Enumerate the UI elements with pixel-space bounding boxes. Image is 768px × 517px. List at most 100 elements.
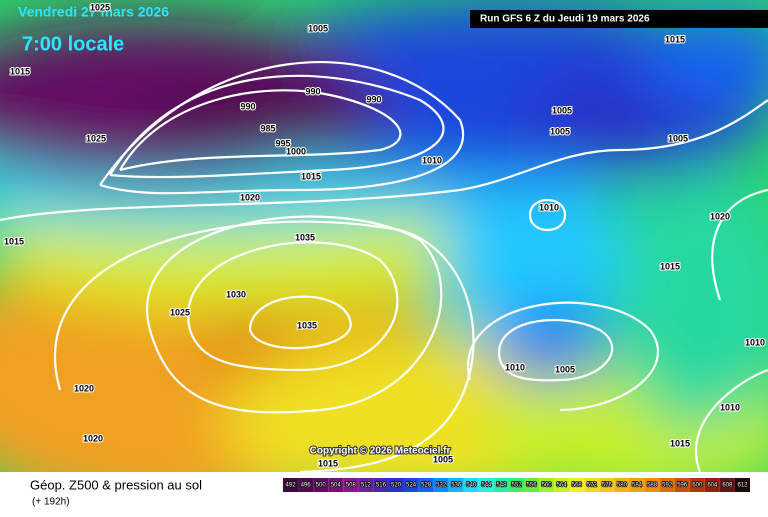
scale-swatch bbox=[674, 478, 690, 492]
scale-swatch bbox=[584, 478, 600, 492]
scale-label: 584 bbox=[632, 483, 643, 489]
scale-swatch bbox=[689, 478, 705, 492]
scale-swatch bbox=[554, 478, 570, 492]
scale-swatch bbox=[508, 478, 525, 492]
isobar-label: 1035 bbox=[295, 232, 315, 242]
isobar-label: 1030 bbox=[226, 289, 246, 299]
isobar-label: 1005 bbox=[555, 364, 575, 374]
isobar-label: 1010 bbox=[539, 202, 559, 212]
isobar-label: 1010 bbox=[505, 362, 525, 372]
scale-swatch bbox=[328, 478, 344, 492]
isobars bbox=[0, 61, 768, 472]
scale-swatch bbox=[659, 478, 675, 492]
scale-label: 508 bbox=[346, 483, 357, 489]
scale-label: 604 bbox=[707, 483, 718, 489]
run-box bbox=[470, 10, 768, 28]
scale-label: 556 bbox=[527, 483, 538, 489]
scale-swatch bbox=[478, 478, 494, 492]
scale-label: 524 bbox=[406, 483, 417, 489]
scale-swatch bbox=[644, 478, 660, 492]
color-scale: 492 496 500 504 508 512 516 520 524 528 532 536 540 5… bbox=[283, 478, 750, 492]
scale-label: 564 bbox=[557, 483, 568, 489]
copyright: Copyright © 2026 Meteociel.fr bbox=[310, 446, 451, 457]
scale-label: 504 bbox=[331, 483, 342, 489]
scale-label: 572 bbox=[587, 483, 598, 489]
isobar-label: 1015 bbox=[670, 438, 690, 448]
scale-swatch bbox=[629, 478, 645, 492]
isobar-label: 1020 bbox=[74, 383, 94, 393]
scale-label: 520 bbox=[391, 483, 402, 489]
scale-swatch bbox=[734, 478, 750, 492]
scale-label: 560 bbox=[542, 483, 553, 489]
isobar-label: 1015 bbox=[318, 458, 338, 468]
isobar-label: 1020 bbox=[83, 433, 103, 443]
scale-label: 596 bbox=[677, 483, 688, 489]
local-time: 7:00 locale bbox=[22, 33, 124, 55]
isobar-label: 1010 bbox=[422, 155, 442, 165]
isobar-label: 1015 bbox=[301, 171, 321, 181]
scale-swatch bbox=[358, 478, 374, 492]
scale-label: 528 bbox=[421, 483, 432, 489]
scale-label: 588 bbox=[647, 483, 658, 489]
run-info: Run GFS 6 Z du Jeudi 19 mars 2026 bbox=[480, 14, 650, 25]
scale-swatch bbox=[569, 478, 585, 492]
scale-label: 600 bbox=[692, 483, 703, 489]
isobar-label: 1005 bbox=[308, 23, 328, 33]
isobar-label: 1015 bbox=[660, 261, 680, 271]
isobar-label: 1010 bbox=[720, 402, 740, 412]
isobar-label: 1025 bbox=[90, 2, 110, 12]
isobar-label: 1015 bbox=[4, 236, 24, 246]
scale-swatch bbox=[448, 478, 464, 492]
footer-title: Géop. Z500 & pression au sol bbox=[30, 477, 202, 492]
scale-label: 580 bbox=[617, 483, 628, 489]
scale-label: 532 bbox=[436, 483, 447, 489]
scale-label: 516 bbox=[376, 483, 387, 489]
scale-swatch bbox=[493, 478, 509, 492]
isobar-label: 990 bbox=[240, 101, 255, 111]
isobar-label: 985 bbox=[260, 123, 275, 133]
scale-swatch bbox=[418, 478, 434, 492]
scale-swatch bbox=[704, 478, 720, 492]
isobar-label: 990 bbox=[305, 86, 320, 96]
scale-label: 576 bbox=[602, 483, 613, 489]
scale-label: 500 bbox=[316, 483, 327, 489]
scale-swatch bbox=[433, 478, 449, 492]
valid-time: Vendredi 27 mars 2026 bbox=[18, 4, 169, 20]
isobar-label: 1005 bbox=[433, 454, 453, 464]
isobar-label: 1010 bbox=[745, 337, 765, 347]
isobar-label: 1020 bbox=[710, 211, 730, 221]
isobar-label: 1005 bbox=[550, 126, 570, 136]
isobar-label: 1025 bbox=[86, 133, 106, 143]
lead-time: (+ 192h) bbox=[32, 497, 70, 508]
scale-swatch bbox=[373, 478, 389, 492]
scale-swatch bbox=[388, 478, 404, 492]
scale-swatch bbox=[403, 478, 419, 492]
isobar-label: 990 bbox=[366, 94, 381, 104]
scale-swatch bbox=[298, 478, 314, 492]
scale-label: 592 bbox=[662, 483, 673, 489]
isobar-label: 1035 bbox=[297, 320, 317, 330]
scale-label: 544 bbox=[481, 483, 492, 489]
scale-swatch bbox=[343, 478, 359, 492]
scale-label: 540 bbox=[466, 483, 477, 489]
isobar-label: 1005 bbox=[668, 133, 688, 143]
scale-label: 512 bbox=[361, 483, 372, 489]
scale-swatch bbox=[313, 478, 329, 492]
scale-swatch bbox=[614, 478, 630, 492]
scale-label: 608 bbox=[722, 483, 733, 489]
isobar-label: 1015 bbox=[665, 34, 685, 44]
isobar-label: 1015 bbox=[10, 66, 30, 76]
scale-swatch bbox=[283, 478, 299, 492]
isobar-label: 1025 bbox=[170, 307, 190, 317]
isobar-label: 1005 bbox=[552, 105, 572, 115]
scale-label: 612 bbox=[737, 483, 748, 489]
scale-label: 548 bbox=[496, 483, 507, 489]
scale-label: 496 bbox=[301, 483, 312, 489]
scale-swatch bbox=[524, 478, 540, 492]
scale-label: 492 bbox=[286, 483, 297, 489]
scale-swatch bbox=[599, 478, 615, 492]
isobar-label: 995 bbox=[275, 138, 290, 148]
